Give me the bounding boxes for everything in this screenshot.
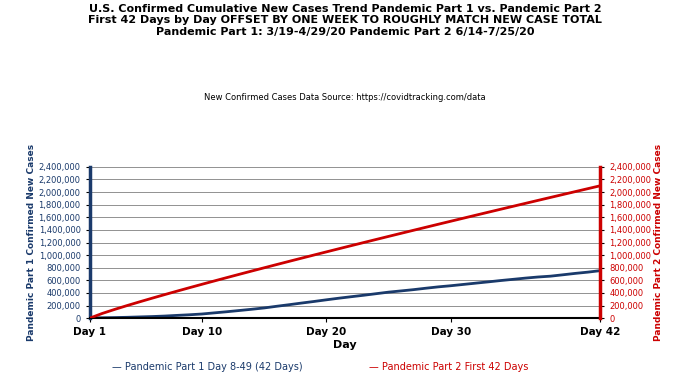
- Pandemic Part 1 Day 8-49 (42 Days): [546, 274, 555, 279]
- Y-axis label: Pandemic Part 2 Confirmed New Cases: Pandemic Part 2 Confirmed New Cases: [654, 144, 663, 341]
- Pandemic Part 2 First 42 Days: [359, 240, 368, 245]
- Pandemic Part 1 Day 8-49 (42 Days): [534, 275, 542, 279]
- Pandemic Part 1 Day 8-49 (42 Days): [472, 281, 480, 286]
- Text: — Pandemic Part 2 First 42 Days: — Pandemic Part 2 First 42 Days: [369, 362, 528, 372]
- Pandemic Part 2 First 42 Days: [335, 246, 343, 251]
- Pandemic Part 2 First 42 Days: [409, 228, 417, 233]
- Pandemic Part 1 Day 8-49 (42 Days): [434, 284, 442, 289]
- Pandemic Part 1 Day 8-49 (42 Days): [148, 314, 156, 319]
- Pandemic Part 2 First 42 Days: [172, 289, 181, 293]
- Pandemic Part 1 Day 8-49 (42 Days): [347, 294, 355, 299]
- Pandemic Part 1 Day 8-49 (42 Days): [260, 306, 268, 310]
- Pandemic Part 1 Day 8-49 (42 Days): [110, 315, 119, 320]
- Pandemic Part 2 First 42 Days: [285, 259, 293, 264]
- Pandemic Part 2 First 42 Days: [546, 195, 555, 200]
- Pandemic Part 1 Day 8-49 (42 Days): [123, 315, 131, 320]
- Pandemic Part 1 Day 8-49 (42 Days): [509, 277, 518, 282]
- Pandemic Part 2 First 42 Days: [459, 216, 467, 220]
- Pandemic Part 1 Day 8-49 (42 Days): [98, 315, 106, 320]
- Pandemic Part 2 First 42 Days: [422, 225, 430, 230]
- Pandemic Part 1 Day 8-49 (42 Days): [571, 271, 580, 276]
- Pandemic Part 2 First 42 Days: [559, 192, 567, 197]
- Pandemic Part 1 Day 8-49 (42 Days): [297, 301, 306, 305]
- Pandemic Part 1 Day 8-49 (42 Days): [559, 272, 567, 277]
- Pandemic Part 1 Day 8-49 (42 Days): [273, 304, 281, 308]
- Pandemic Part 2 First 42 Days: [372, 237, 380, 242]
- Pandemic Part 1 Day 8-49 (42 Days): [197, 312, 206, 316]
- Pandemic Part 1 Day 8-49 (42 Days): [285, 302, 293, 307]
- Pandemic Part 2 First 42 Days: [571, 189, 580, 194]
- Pandemic Part 1 Day 8-49 (42 Days): [248, 307, 256, 312]
- Pandemic Part 2 First 42 Days: [497, 207, 505, 211]
- Pandemic Part 1 Day 8-49 (42 Days): [335, 296, 343, 301]
- Pandemic Part 2 First 42 Days: [397, 231, 405, 236]
- Pandemic Part 1 Day 8-49 (42 Days): [172, 313, 181, 318]
- X-axis label: Day: Day: [333, 340, 357, 350]
- Pandemic Part 2 First 42 Days: [446, 219, 455, 223]
- Pandemic Part 1 Day 8-49 (42 Days): [459, 282, 467, 287]
- Line: Pandemic Part 1 Day 8-49 (42 Days): Pandemic Part 1 Day 8-49 (42 Days): [90, 271, 600, 318]
- Pandemic Part 1 Day 8-49 (42 Days): [160, 314, 168, 319]
- Line: Pandemic Part 2 First 42 Days: Pandemic Part 2 First 42 Days: [90, 186, 600, 318]
- Pandemic Part 2 First 42 Days: [210, 279, 218, 283]
- Pandemic Part 2 First 42 Days: [484, 210, 493, 215]
- Pandemic Part 2 First 42 Days: [135, 300, 144, 304]
- Pandemic Part 2 First 42 Days: [534, 198, 542, 203]
- Pandemic Part 1 Day 8-49 (42 Days): [584, 270, 592, 274]
- Pandemic Part 2 First 42 Days: [148, 296, 156, 301]
- Pandemic Part 1 Day 8-49 (42 Days): [223, 309, 231, 314]
- Pandemic Part 2 First 42 Days: [235, 272, 244, 277]
- Pandemic Part 2 First 42 Days: [596, 184, 604, 188]
- Pandemic Part 2 First 42 Days: [110, 307, 119, 312]
- Pandemic Part 1 Day 8-49 (42 Days): [484, 279, 493, 284]
- Pandemic Part 2 First 42 Days: [347, 243, 355, 248]
- Pandemic Part 2 First 42 Days: [322, 249, 331, 254]
- Pandemic Part 2 First 42 Days: [197, 282, 206, 287]
- Text: New Confirmed Cases Data Source: https://covidtracking.com/data: New Confirmed Cases Data Source: https:/…: [204, 93, 486, 102]
- Pandemic Part 2 First 42 Days: [223, 275, 231, 280]
- Pandemic Part 1 Day 8-49 (42 Days): [596, 268, 604, 273]
- Pandemic Part 1 Day 8-49 (42 Days): [86, 315, 94, 320]
- Pandemic Part 1 Day 8-49 (42 Days): [310, 299, 318, 304]
- Pandemic Part 1 Day 8-49 (42 Days): [522, 276, 530, 281]
- Pandemic Part 1 Day 8-49 (42 Days): [135, 315, 144, 319]
- Pandemic Part 1 Day 8-49 (42 Days): [397, 289, 405, 293]
- Pandemic Part 2 First 42 Days: [86, 316, 94, 320]
- Pandemic Part 2 First 42 Days: [297, 256, 306, 260]
- Pandemic Part 2 First 42 Days: [509, 204, 518, 209]
- Pandemic Part 2 First 42 Days: [522, 201, 530, 206]
- Pandemic Part 1 Day 8-49 (42 Days): [372, 291, 380, 296]
- Pandemic Part 1 Day 8-49 (42 Days): [384, 290, 393, 294]
- Text: — Pandemic Part 1 Day 8-49 (42 Days)    — Pandemic Part 2 First 42 Days: — Pandemic Part 1 Day 8-49 (42 Days) — P…: [0, 387, 1, 388]
- Pandemic Part 1 Day 8-49 (42 Days): [497, 278, 505, 283]
- Pandemic Part 2 First 42 Days: [185, 286, 193, 290]
- Pandemic Part 2 First 42 Days: [434, 222, 442, 227]
- Pandemic Part 2 First 42 Days: [123, 303, 131, 308]
- Pandemic Part 2 First 42 Days: [260, 265, 268, 270]
- Pandemic Part 1 Day 8-49 (42 Days): [409, 288, 417, 292]
- Text: U.S. Confirmed Cumulative New Cases Trend Pandemic Part 1 vs. Pandemic Part 2
Fi: U.S. Confirmed Cumulative New Cases Tren…: [88, 4, 602, 37]
- Pandemic Part 2 First 42 Days: [584, 186, 592, 191]
- Pandemic Part 2 First 42 Days: [160, 292, 168, 297]
- Pandemic Part 2 First 42 Days: [384, 234, 393, 239]
- Y-axis label: Pandemic Part 1 Confirmed New Cases: Pandemic Part 1 Confirmed New Cases: [27, 144, 36, 341]
- Pandemic Part 1 Day 8-49 (42 Days): [210, 310, 218, 315]
- Pandemic Part 2 First 42 Days: [248, 269, 256, 274]
- Pandemic Part 2 First 42 Days: [98, 311, 106, 316]
- Pandemic Part 1 Day 8-49 (42 Days): [359, 293, 368, 298]
- Pandemic Part 1 Day 8-49 (42 Days): [185, 312, 193, 317]
- Pandemic Part 2 First 42 Days: [310, 253, 318, 257]
- Pandemic Part 1 Day 8-49 (42 Days): [322, 298, 331, 302]
- Pandemic Part 1 Day 8-49 (42 Days): [446, 283, 455, 288]
- Pandemic Part 2 First 42 Days: [273, 262, 281, 267]
- Pandemic Part 1 Day 8-49 (42 Days): [422, 286, 430, 291]
- Pandemic Part 2 First 42 Days: [472, 213, 480, 218]
- Text: — Pandemic Part 1 Day 8-49 (42 Days): — Pandemic Part 1 Day 8-49 (42 Days): [112, 362, 302, 372]
- Pandemic Part 1 Day 8-49 (42 Days): [235, 308, 244, 313]
